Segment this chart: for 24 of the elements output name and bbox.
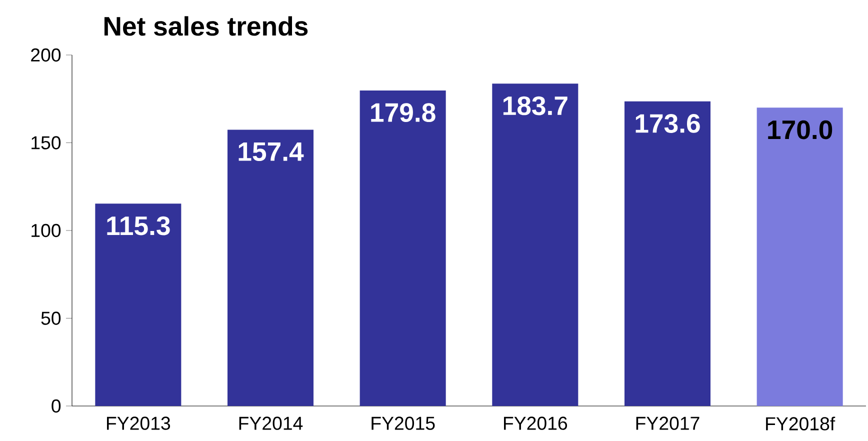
y-tick-label: 100 bbox=[32, 224, 61, 238]
x-tick-label: FY2017 bbox=[636, 416, 700, 430]
x-tick-label: FY2016 bbox=[504, 416, 568, 430]
data-label: 157.4 bbox=[238, 142, 304, 162]
y-tick-label: 0 bbox=[52, 399, 61, 413]
bar bbox=[624, 101, 711, 406]
x-tick-label: FY2013 bbox=[107, 416, 170, 430]
bar bbox=[756, 108, 843, 406]
bar bbox=[95, 204, 182, 406]
bar bbox=[492, 84, 578, 406]
data-label: 170.0 bbox=[768, 120, 832, 140]
x-tick-label: FY2018f bbox=[766, 416, 836, 430]
data-label: 179.8 bbox=[371, 103, 436, 122]
y-tick-label: 150 bbox=[32, 136, 61, 150]
x-tick-label: FY2014 bbox=[239, 416, 303, 430]
data-label: 183.7 bbox=[503, 96, 568, 116]
data-label: 173.6 bbox=[636, 114, 700, 133]
chart-title: Net sales trends bbox=[104, 16, 308, 36]
bar bbox=[227, 130, 314, 406]
x-tick-label: FY2015 bbox=[372, 416, 435, 430]
data-label: 115.3 bbox=[107, 216, 170, 236]
bar bbox=[360, 90, 446, 406]
y-tick-label: 50 bbox=[41, 312, 61, 325]
y-tick-label: 200 bbox=[31, 48, 61, 62]
